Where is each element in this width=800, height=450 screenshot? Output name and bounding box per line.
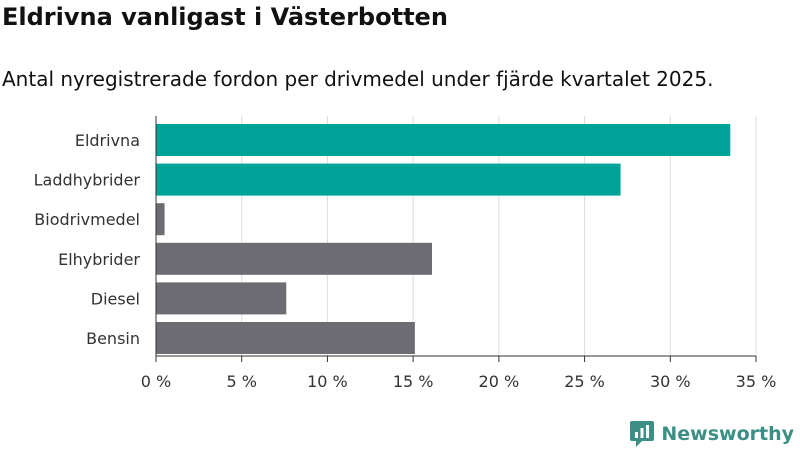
chart-subtitle: Antal nyregistrerade fordon per drivmede… <box>2 67 714 91</box>
category-label: Bensin <box>86 329 140 348</box>
x-tick-label: 30 % <box>650 372 691 391</box>
category-label: Diesel <box>91 289 140 308</box>
chart-bubble-icon <box>630 421 655 447</box>
x-tick-label: 10 % <box>307 372 348 391</box>
x-tick-label: 35 % <box>736 372 777 391</box>
x-tick-label: 5 % <box>226 372 256 391</box>
x-tick-label: 15 % <box>393 372 434 391</box>
bar-eldrivna <box>156 124 731 156</box>
newsworthy-brand[interactable]: Newsworthy <box>629 420 794 448</box>
category-label: Biodrivmedel <box>34 210 140 229</box>
category-label: Eldrivna <box>75 131 140 150</box>
x-tick-label: 0 % <box>141 372 171 391</box>
bar-bensin <box>156 322 415 354</box>
x-tick-label: 25 % <box>564 372 605 391</box>
brand-name: Newsworthy <box>661 423 794 445</box>
bar-biodrivmedel <box>156 203 165 236</box>
bar-laddhybrider <box>156 163 621 196</box>
category-label: Elhybrider <box>58 250 140 269</box>
bar-elhybrider <box>156 242 432 275</box>
x-tick-label: 20 % <box>479 372 520 391</box>
category-label: Laddhybrider <box>34 171 141 190</box>
bar-diesel <box>156 282 287 315</box>
chart-title: Eldrivna vanligast i Västerbotten <box>2 3 448 31</box>
